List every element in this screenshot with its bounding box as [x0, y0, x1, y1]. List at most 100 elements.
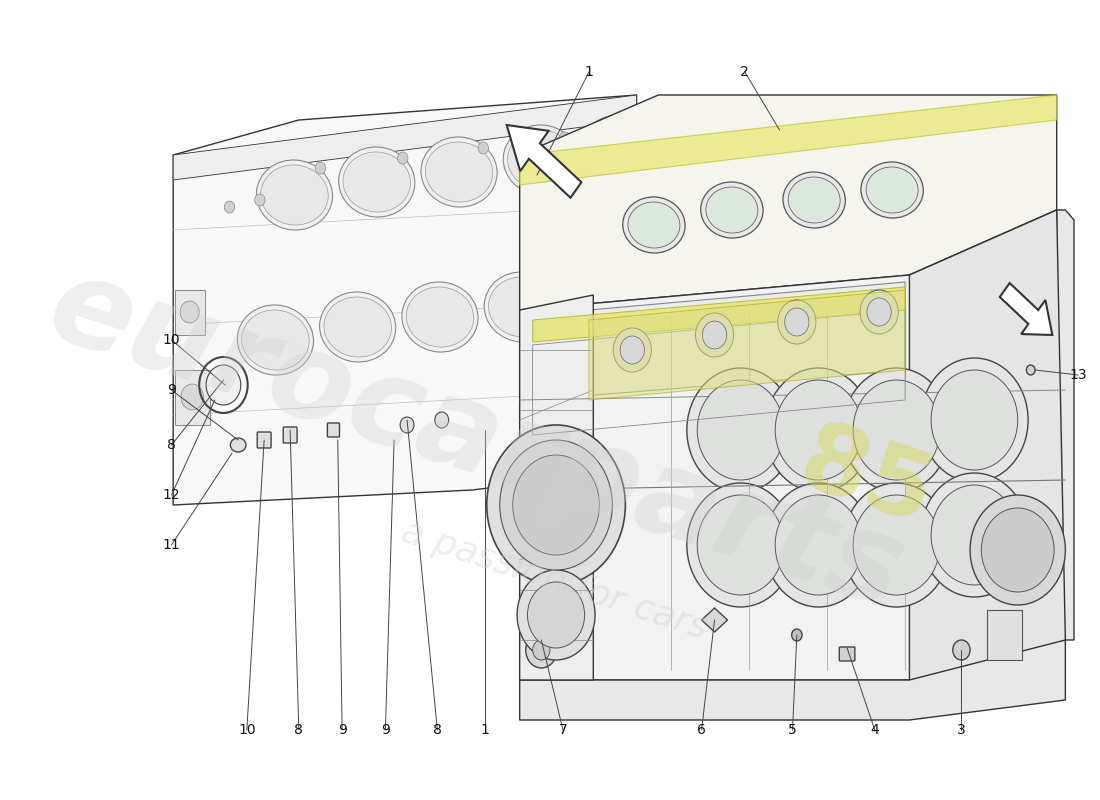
Circle shape	[697, 495, 784, 595]
FancyBboxPatch shape	[283, 427, 297, 443]
Circle shape	[921, 358, 1028, 482]
Text: 9: 9	[167, 383, 176, 397]
Circle shape	[434, 412, 449, 428]
Text: 6: 6	[697, 723, 706, 737]
Ellipse shape	[701, 182, 763, 238]
Circle shape	[854, 495, 939, 595]
Circle shape	[513, 455, 600, 555]
Ellipse shape	[230, 438, 246, 452]
Text: 3: 3	[957, 723, 966, 737]
Circle shape	[970, 495, 1066, 605]
Circle shape	[224, 201, 234, 213]
Text: 9: 9	[381, 723, 389, 737]
Text: 9: 9	[338, 723, 346, 737]
Ellipse shape	[562, 262, 638, 332]
Polygon shape	[532, 282, 905, 400]
Ellipse shape	[566, 267, 634, 327]
Circle shape	[776, 380, 861, 480]
Text: 11: 11	[163, 538, 180, 552]
Ellipse shape	[484, 272, 560, 342]
Ellipse shape	[789, 177, 840, 223]
Ellipse shape	[581, 115, 658, 185]
Ellipse shape	[507, 130, 575, 190]
Polygon shape	[519, 210, 1066, 680]
Circle shape	[182, 384, 204, 410]
Circle shape	[931, 370, 1018, 470]
Polygon shape	[519, 640, 1066, 720]
Text: 12: 12	[163, 488, 180, 502]
Text: 8: 8	[295, 723, 304, 737]
Circle shape	[526, 632, 557, 668]
Ellipse shape	[339, 147, 415, 217]
Ellipse shape	[261, 165, 328, 225]
Circle shape	[180, 301, 199, 323]
Circle shape	[703, 321, 727, 349]
Circle shape	[981, 508, 1054, 592]
Polygon shape	[173, 95, 637, 180]
Circle shape	[206, 365, 241, 405]
Ellipse shape	[503, 125, 580, 195]
Polygon shape	[910, 210, 1066, 680]
Text: 2: 2	[740, 65, 749, 79]
FancyBboxPatch shape	[257, 432, 271, 448]
Polygon shape	[1057, 210, 1074, 640]
Circle shape	[784, 308, 808, 336]
Ellipse shape	[406, 287, 474, 347]
FancyBboxPatch shape	[839, 647, 855, 661]
Ellipse shape	[706, 187, 758, 233]
Circle shape	[697, 380, 784, 480]
Ellipse shape	[256, 160, 332, 230]
Text: 1: 1	[584, 65, 593, 79]
Circle shape	[528, 582, 584, 648]
Ellipse shape	[866, 167, 918, 213]
Polygon shape	[507, 125, 582, 198]
Polygon shape	[519, 295, 593, 680]
Text: 8: 8	[433, 723, 442, 737]
Circle shape	[860, 290, 899, 334]
Circle shape	[843, 368, 950, 492]
Ellipse shape	[242, 310, 309, 370]
Ellipse shape	[323, 297, 392, 357]
Text: eurocarparts: eurocarparts	[34, 246, 918, 634]
Circle shape	[792, 629, 802, 641]
Ellipse shape	[623, 197, 685, 253]
Circle shape	[254, 194, 265, 206]
Polygon shape	[702, 608, 727, 632]
Text: 10: 10	[238, 723, 255, 737]
Circle shape	[695, 313, 734, 357]
Circle shape	[532, 640, 550, 660]
Polygon shape	[173, 95, 637, 505]
Polygon shape	[532, 287, 905, 342]
Circle shape	[921, 473, 1028, 597]
Ellipse shape	[426, 142, 493, 202]
Text: 10: 10	[163, 333, 180, 347]
Ellipse shape	[628, 202, 680, 248]
Ellipse shape	[343, 152, 410, 212]
Circle shape	[854, 380, 939, 480]
Polygon shape	[519, 95, 1057, 310]
Polygon shape	[1000, 283, 1053, 335]
Circle shape	[478, 142, 488, 154]
Polygon shape	[588, 290, 905, 400]
Circle shape	[613, 328, 651, 372]
Polygon shape	[519, 95, 1057, 185]
Text: a passion for cars: a passion for cars	[397, 514, 712, 646]
Circle shape	[778, 300, 816, 344]
FancyBboxPatch shape	[328, 423, 340, 437]
Circle shape	[931, 485, 1018, 585]
Text: 13: 13	[1069, 368, 1087, 382]
Ellipse shape	[421, 137, 497, 207]
Circle shape	[400, 417, 414, 433]
Bar	[175, 290, 206, 335]
Text: 1: 1	[481, 723, 490, 737]
Circle shape	[316, 162, 326, 174]
Ellipse shape	[320, 292, 396, 362]
Circle shape	[618, 129, 629, 141]
Text: 8: 8	[167, 438, 176, 452]
Ellipse shape	[861, 162, 923, 218]
Bar	[175, 370, 210, 425]
Circle shape	[686, 368, 794, 492]
Circle shape	[953, 640, 970, 660]
Text: 5: 5	[788, 723, 796, 737]
Text: 85: 85	[788, 415, 945, 545]
